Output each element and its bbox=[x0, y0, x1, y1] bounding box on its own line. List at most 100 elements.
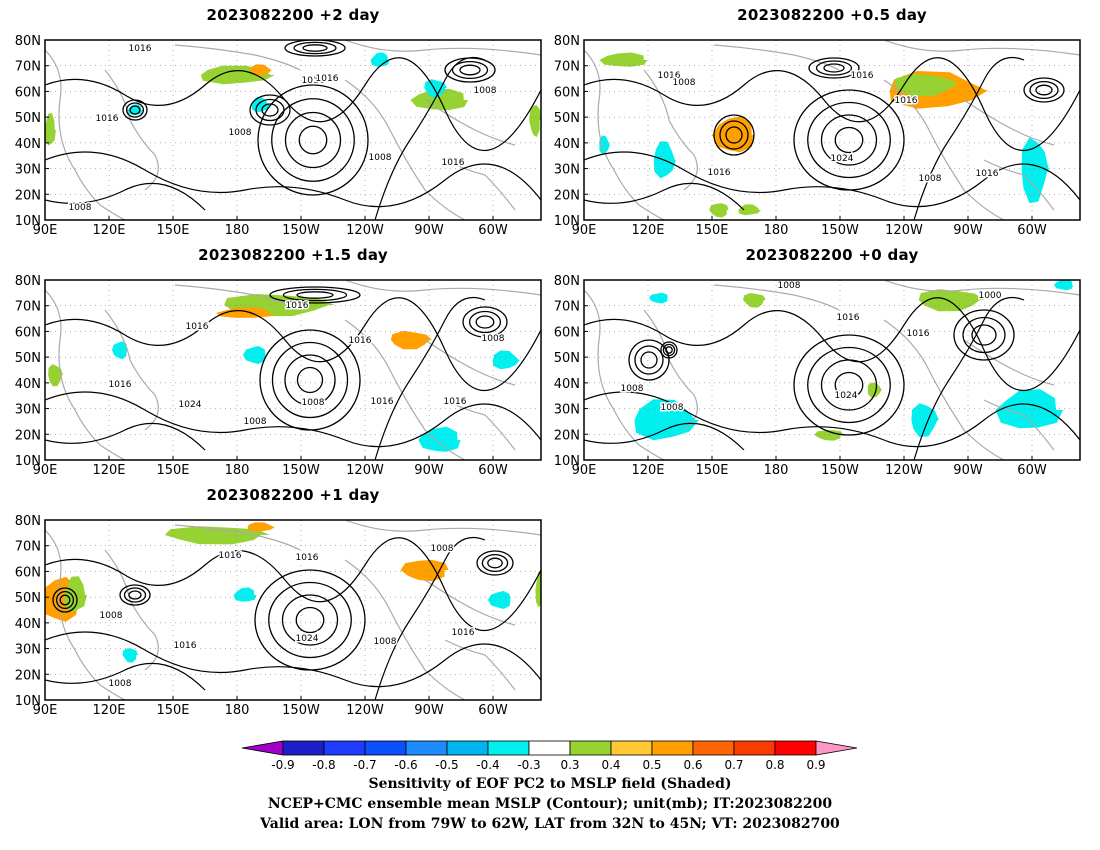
contour-label: 1016 bbox=[444, 397, 467, 407]
colorbar-label: -0.3 bbox=[517, 758, 540, 772]
isobar-low bbox=[261, 103, 279, 117]
isobar-wave bbox=[374, 296, 486, 460]
sensitivity-shading bbox=[390, 330, 432, 350]
coastline-arctic bbox=[174, 524, 301, 551]
map-panel-5: 1016 1016 1008 1008 1016 1024 1008 1016 1008 80N 7… bbox=[15, 514, 542, 718]
map-content: 1016 1016 1008 1008 1016 1024 1008 1016 1008 bbox=[45, 520, 541, 700]
contour-label: 1008 bbox=[431, 544, 454, 554]
lon-tick-label: 120E bbox=[631, 223, 664, 238]
isobar-low bbox=[660, 341, 678, 359]
isobar-low bbox=[284, 40, 346, 57]
sensitivity-shading bbox=[535, 571, 541, 608]
isobar-high bbox=[834, 126, 864, 154]
sensitivity-shading bbox=[216, 307, 274, 318]
coastline-gulf bbox=[983, 159, 1055, 211]
isobar-low bbox=[462, 306, 508, 338]
coastline-asia bbox=[584, 289, 665, 460]
coastline-east-asia bbox=[643, 309, 698, 431]
panel-title-p1: 2023082200 +2 day bbox=[206, 6, 380, 24]
isobar-wave bbox=[45, 182, 206, 211]
sensitivity-shading bbox=[649, 292, 668, 304]
contour-label: 1008 bbox=[778, 281, 801, 291]
lat-tick-label: 20N bbox=[15, 188, 41, 203]
map-frame bbox=[583, 39, 1081, 221]
lat-tick-label: 60N bbox=[554, 85, 580, 100]
lat-tick-label: 20N bbox=[554, 428, 580, 443]
sensitivity-shading bbox=[233, 587, 257, 602]
coastline-arctic bbox=[174, 44, 301, 71]
lon-tick-label: 120W bbox=[346, 703, 384, 718]
colorbar-label: -0.5 bbox=[435, 758, 458, 772]
isobar-low bbox=[125, 102, 145, 118]
contour-label: 1016 bbox=[219, 551, 242, 561]
isobar-high bbox=[271, 98, 355, 182]
isobar-low bbox=[468, 310, 502, 334]
sensitivity-shading bbox=[370, 52, 390, 67]
colorbar-segment bbox=[323, 740, 366, 756]
contour-label: 1016 bbox=[837, 313, 860, 323]
contour-label: 1008 bbox=[100, 611, 123, 621]
lat-tick-label: 30N bbox=[554, 163, 580, 178]
lat-tick-label: 70N bbox=[554, 60, 580, 75]
lon-tick-label: 90E bbox=[33, 223, 58, 238]
coastline-hudson bbox=[424, 99, 516, 146]
colorbar-label: -0.7 bbox=[353, 758, 376, 772]
contour-label: 1008 bbox=[919, 174, 942, 184]
lon-tick-label: 60W bbox=[1017, 223, 1047, 238]
lat-tick-label: 70N bbox=[15, 60, 41, 75]
grid-lines bbox=[45, 40, 541, 220]
lat-tick-label: 20N bbox=[15, 428, 41, 443]
lon-tick-label: 180 bbox=[225, 223, 250, 238]
lat-tick-label: 40N bbox=[554, 377, 580, 392]
isobar-low bbox=[123, 587, 147, 603]
contour-label: 1024 bbox=[179, 400, 202, 410]
colorbar-label: 0.4 bbox=[601, 758, 620, 772]
colorbar-segment bbox=[528, 740, 571, 756]
coastline-north-america bbox=[344, 559, 466, 700]
lon-tick-label: 60W bbox=[478, 703, 508, 718]
coastline-hudson bbox=[424, 579, 516, 626]
isobar-low bbox=[634, 345, 664, 375]
coastline-north-america bbox=[883, 319, 1005, 460]
colorbar: -0.9 -0.8 -0.7 -0.6 -0.5 -0.4 -0.3 0.3 0.4 0.5 0.6… bbox=[241, 740, 858, 772]
contour-label: 1024 bbox=[835, 391, 858, 401]
lat-tick-label: 80N bbox=[15, 274, 41, 289]
map-background bbox=[45, 520, 541, 700]
isobar-low bbox=[665, 346, 673, 354]
coastline-east-asia bbox=[104, 69, 159, 191]
coastline-asia bbox=[45, 529, 126, 700]
lon-tick-label: 150E bbox=[156, 463, 189, 478]
panel-title-p5: 2023082200 +1 day bbox=[206, 486, 380, 504]
map-content: 1008 1000 1016 1016 1008 1008 1024 bbox=[584, 280, 1080, 460]
lon-tick-label: 120W bbox=[885, 223, 923, 238]
isobar-low bbox=[953, 309, 1015, 361]
isobar-wave bbox=[584, 391, 1080, 448]
coastline-north-america bbox=[344, 319, 466, 460]
isobar-high bbox=[296, 366, 324, 394]
lon-tick-label: 60W bbox=[1017, 463, 1047, 478]
coastline-canada bbox=[344, 280, 541, 296]
isobar-high bbox=[268, 581, 352, 659]
contour-label: 1016 bbox=[296, 553, 319, 563]
sensitivity-shading bbox=[250, 64, 272, 76]
colorbar-label: -0.8 bbox=[312, 758, 335, 772]
lon-tick-label: 90E bbox=[33, 703, 58, 718]
contour-label: 1024 bbox=[296, 634, 319, 644]
isobar-low bbox=[451, 60, 489, 80]
isobar-low bbox=[719, 120, 749, 150]
colorbar-extend-left bbox=[241, 740, 284, 756]
contour-label: 1000 bbox=[979, 291, 1002, 301]
colorbar-label: 0.7 bbox=[724, 758, 743, 772]
map-panel-4: 1008 1000 1016 1016 1008 1008 1024 80N 70N 60N 50N… bbox=[554, 274, 1081, 478]
isobar-low bbox=[282, 288, 348, 302]
lat-tick-label: 50N bbox=[15, 591, 41, 606]
contour-label: 1024 bbox=[831, 154, 854, 164]
coastline-canada bbox=[883, 40, 1080, 56]
colorbar-label: 0.3 bbox=[560, 758, 579, 772]
colorbar-segment bbox=[610, 740, 653, 756]
isobar-low bbox=[55, 590, 75, 610]
lat-tick-label: 40N bbox=[554, 137, 580, 152]
isobar-low bbox=[725, 126, 743, 144]
